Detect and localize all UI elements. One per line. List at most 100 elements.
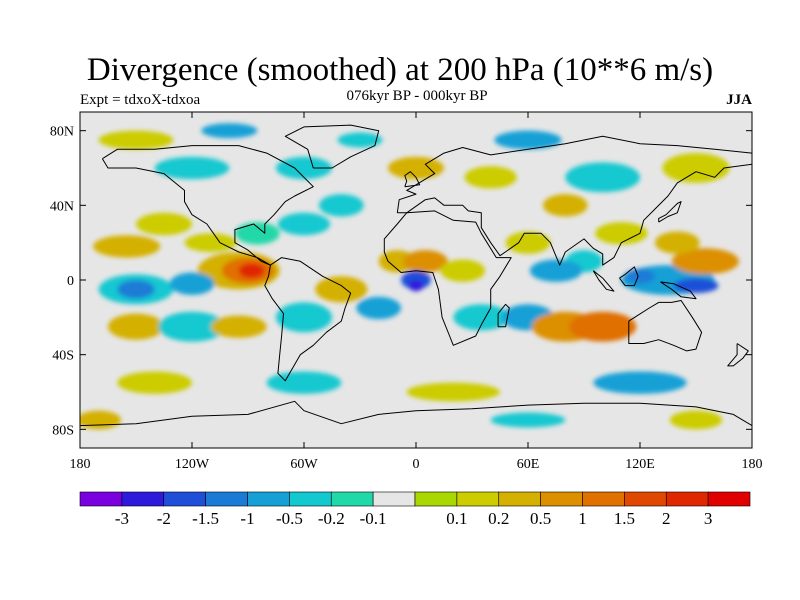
divergence-anomaly-patch [184, 233, 237, 253]
colorbar-swatch [414, 491, 458, 507]
divergence-anomaly-patch [108, 313, 164, 340]
divergence-anomaly-patch [401, 270, 431, 290]
colorbar-swatch [456, 491, 500, 507]
colorbar-label: 0.2 [488, 509, 509, 528]
divergence-anomaly-patch [673, 278, 719, 294]
lon-tick-label: 120E [625, 457, 655, 472]
lon-tick-label: 180 [742, 457, 763, 472]
axis-ticks: 80N 40N 0 40S 80S 180 120W 60W 0 60E 120E 180 [50, 112, 763, 472]
colorbar-swatch [624, 491, 667, 507]
divergence-anomaly-patch [464, 166, 517, 189]
colorbar-label: 3 [704, 509, 713, 528]
coastline [727, 343, 749, 367]
divergence-anomaly-patch [565, 162, 641, 193]
coastline [396, 135, 752, 266]
divergence-anomaly-patch [542, 194, 588, 217]
colorbar-label: -1.5 [192, 509, 219, 528]
coastline [80, 400, 752, 427]
coastline [658, 201, 682, 223]
colorbar-swatch [79, 491, 123, 507]
lat-tick-label: 80S [52, 423, 74, 438]
colorbar-label: -2 [157, 509, 171, 528]
divergence-anomaly-patch [154, 156, 230, 180]
colorbar-swatch [330, 491, 374, 507]
divergence-anomaly-patch [593, 371, 687, 394]
divergence-anomaly-patch [529, 259, 583, 282]
colorbar-label: 0.1 [446, 509, 467, 528]
divergence-field [80, 123, 739, 430]
coastline [592, 270, 615, 292]
divergence-anomaly-patch [505, 231, 551, 254]
divergence-anomaly-patch [402, 250, 448, 273]
divergence-anomaly-patch [595, 222, 648, 245]
divergence-anomaly-patch [408, 280, 424, 292]
coastlines [80, 124, 752, 427]
divergence-anomaly-patch [98, 130, 174, 150]
colorbar-swatch [665, 491, 709, 507]
divergence-anomaly-patch [569, 311, 637, 342]
coastline [101, 145, 314, 266]
lat-tick-label: 40N [50, 199, 74, 214]
divergence-anomaly-patch [201, 123, 258, 139]
lon-tick-label: 180 [70, 457, 91, 472]
season-label: JJA [726, 92, 752, 108]
lon-tick-label: 60W [290, 457, 318, 472]
colorbar-label: -0.1 [360, 509, 387, 528]
lon-tick-label: 120W [175, 457, 210, 472]
colorbar-swatch [205, 491, 248, 507]
divergence-anomaly-patch [93, 235, 161, 258]
divergence-anomaly-patch [406, 382, 501, 402]
divergence-anomaly-patch [494, 130, 562, 150]
divergence-anomaly-patch [169, 272, 215, 295]
divergence-anomaly-patch [276, 156, 332, 180]
divergence-anomaly-patch [671, 248, 739, 275]
divergence-anomaly-patch [158, 311, 226, 342]
lat-tick-label: 80N [50, 125, 74, 140]
colorbar-label: -1 [240, 509, 254, 528]
divergence-anomaly-patch [654, 231, 700, 254]
divergence-anomaly-patch [356, 296, 402, 320]
divergence-anomaly-patch [276, 302, 332, 333]
divergence-anomaly-patch [440, 259, 486, 282]
colorbar-swatch [247, 491, 290, 507]
colorbar-swatch [289, 491, 332, 507]
map-title: Divergence (smoothed) at 200 hPa (10**6 … [86, 52, 714, 88]
colorbar-swatch [121, 491, 165, 507]
period-subtitle: 076kyr BP - 000kyr BP [346, 88, 488, 104]
divergence-anomaly-patch [238, 263, 265, 279]
divergence-anomaly-patch [662, 153, 730, 183]
experiment-label: Expt = tdxoX-tdxoa [80, 92, 201, 108]
divergence-anomaly-patch [117, 280, 155, 299]
colorbar-label: 0.5 [530, 509, 551, 528]
colorbar-label: -0.5 [276, 509, 303, 528]
coastline [660, 281, 697, 300]
divergence-anomaly-patch [266, 371, 342, 394]
colorbar-label: -3 [115, 509, 129, 528]
coastline [284, 124, 380, 169]
colorbar-label: 1 [578, 509, 587, 528]
divergence-anomaly-patch [234, 222, 280, 245]
colorbar-swatch [707, 491, 751, 507]
divergence-anomaly-patch [210, 315, 267, 338]
colorbar-label: -0.2 [318, 509, 345, 528]
divergence-anomaly-patch [625, 268, 655, 284]
divergence-anomaly-patch [453, 304, 510, 331]
lat-tick-label: 0 [67, 274, 74, 289]
coastline [404, 171, 421, 188]
divergence-anomaly-patch [80, 410, 122, 430]
coastline [383, 210, 512, 346]
colorbar-label: 1.5 [614, 509, 635, 528]
coastline [264, 257, 352, 382]
colorbar-swatch [540, 491, 583, 507]
colorbar: -3 -2 -1.5 -1 -0.5 -0.2 -0.1 0.1 0.2 0.5 1 1.5 2 3 [79, 491, 751, 528]
divergence-anomaly-patch [318, 194, 364, 217]
divergence-anomaly-patch [490, 412, 566, 428]
divergence-anomaly-patch [388, 156, 444, 180]
divergence-anomaly-patch [136, 212, 192, 236]
divergence-anomaly-patch [277, 212, 331, 236]
lat-tick-label: 40S [52, 349, 74, 364]
coastline [619, 266, 639, 287]
divergence-anomaly-patch [117, 371, 192, 394]
colorbar-swatch [372, 491, 416, 507]
